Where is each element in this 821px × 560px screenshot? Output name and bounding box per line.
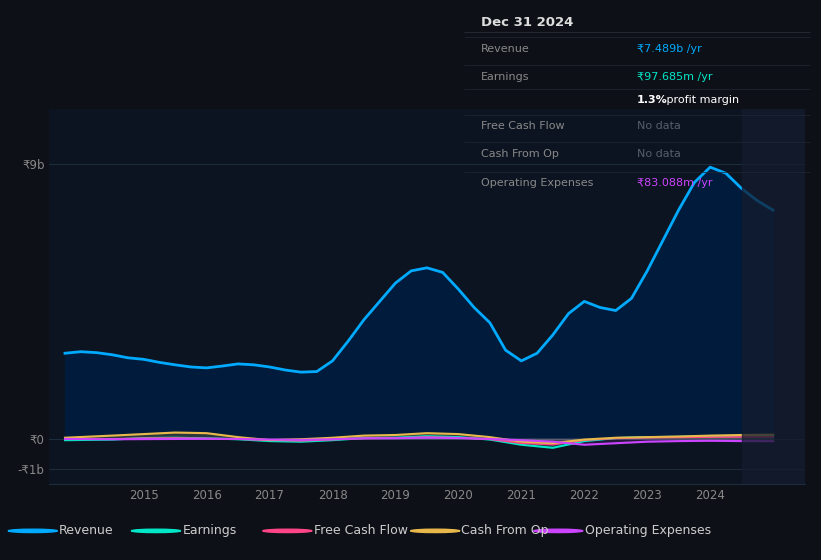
Text: Free Cash Flow: Free Cash Flow bbox=[481, 122, 565, 132]
Text: Earnings: Earnings bbox=[481, 72, 530, 82]
Text: Revenue: Revenue bbox=[59, 524, 114, 538]
Circle shape bbox=[263, 529, 312, 533]
Text: No data: No data bbox=[637, 148, 681, 158]
Text: Revenue: Revenue bbox=[481, 44, 530, 54]
Text: Free Cash Flow: Free Cash Flow bbox=[314, 524, 407, 538]
Circle shape bbox=[131, 529, 181, 533]
Circle shape bbox=[534, 529, 583, 533]
Text: No data: No data bbox=[637, 122, 681, 132]
Text: ₹83.088m /yr: ₹83.088m /yr bbox=[637, 178, 713, 188]
Text: Operating Expenses: Operating Expenses bbox=[481, 178, 594, 188]
Text: profit margin: profit margin bbox=[663, 95, 739, 105]
Text: Operating Expenses: Operating Expenses bbox=[585, 524, 711, 538]
Text: ₹7.489b /yr: ₹7.489b /yr bbox=[637, 44, 702, 54]
Text: ₹97.685m /yr: ₹97.685m /yr bbox=[637, 72, 713, 82]
Text: Cash From Op: Cash From Op bbox=[481, 148, 559, 158]
Bar bbox=[741, 109, 811, 484]
Text: Cash From Op: Cash From Op bbox=[461, 524, 549, 538]
Text: Dec 31 2024: Dec 31 2024 bbox=[481, 16, 574, 29]
Text: Earnings: Earnings bbox=[182, 524, 236, 538]
Circle shape bbox=[8, 529, 57, 533]
Circle shape bbox=[410, 529, 460, 533]
Text: 1.3%: 1.3% bbox=[637, 95, 667, 105]
